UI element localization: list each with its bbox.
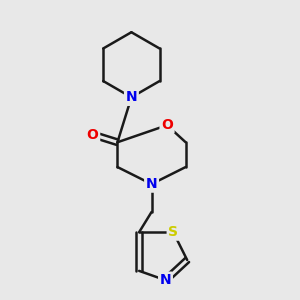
Text: N: N (146, 177, 158, 191)
Text: O: O (87, 128, 99, 142)
Text: N: N (160, 273, 171, 287)
Text: N: N (126, 90, 137, 104)
Text: S: S (168, 225, 178, 239)
Text: O: O (161, 118, 173, 132)
